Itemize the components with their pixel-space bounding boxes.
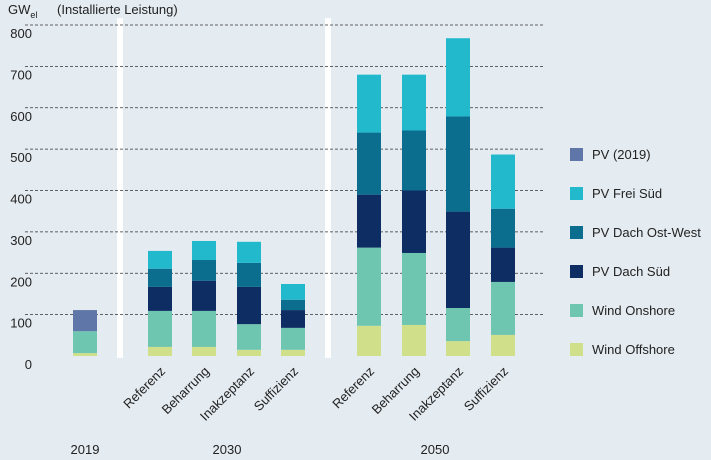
bar-segment [73,353,97,356]
group-label: 2050 [421,442,450,457]
bar-segment [237,349,261,356]
bar-segment [446,341,470,356]
bar-segment [192,260,216,281]
legend-swatch [570,148,583,161]
bar-segment [402,130,426,191]
bar-segment [281,284,305,300]
bar-segment [491,208,515,248]
y-tick-label: 800 [10,26,32,41]
y-unit: GWel [8,2,37,20]
bar-segment [237,262,261,287]
bar-segment [357,132,381,195]
bar-segment [446,308,470,342]
bar-segment [402,324,426,356]
bar-segment [281,349,305,356]
y-tick-label: 600 [10,109,32,124]
y-unit-sub: el [30,10,37,20]
bar-segment [446,211,470,309]
bar-segment [402,190,426,253]
bar-segment [237,286,261,325]
bar-segment [402,74,426,131]
bar-segment [446,38,470,117]
legend-swatch [570,187,583,200]
legend-label: Wind Offshore [592,342,675,357]
bar-segment [491,154,515,209]
bar-segment [357,247,381,326]
y-unit-main: GW [8,2,31,17]
bar-segment [491,247,515,282]
bar-segment [192,346,216,356]
group-label: 2019 [71,442,100,457]
y-tick-label: 500 [10,150,32,165]
legend-swatch [570,265,583,278]
bar-segment [148,346,172,356]
separator [325,18,331,358]
bar-segment [357,325,381,356]
legend-label: PV Dach Ost-West [592,225,701,240]
bar-segment [148,268,172,287]
y-tick-label: 700 [10,67,32,82]
legend-label: Wind Onshore [592,303,675,318]
legend-label: PV Dach Süd [592,264,670,279]
bar-segment [281,327,305,350]
bar-segment [192,310,216,347]
bar-segment [148,250,172,269]
bar-segment [237,241,261,263]
bar-segment [491,334,515,356]
legend-label: PV (2019) [592,147,651,162]
bar-segment [357,74,381,133]
y-tick-label: 0 [25,357,32,372]
bar-segment [192,240,216,261]
bar-segment [446,116,470,212]
y-tick-label: 400 [10,192,32,207]
bar-segment [281,299,305,311]
bar-segment [73,331,97,354]
y-tick-label: 300 [10,233,32,248]
bar-segment [148,310,172,347]
y-tick-label: 200 [10,274,32,289]
y-tick-label: 100 [10,316,32,331]
bar-segment [491,281,515,335]
legend-label: PV Frei Süd [592,186,662,201]
separator [117,18,123,358]
bar-segment [73,310,97,332]
bar-segment [237,324,261,350]
group-label: 2030 [213,442,242,457]
y-axis-label: (Installierte Leistung) [57,2,178,17]
bar-segment [192,280,216,311]
bar-segment [281,310,305,328]
bar-segment [148,286,172,311]
legend-swatch [570,343,583,356]
legend-swatch [570,226,583,239]
bar-segment [357,194,381,248]
bar-segment [402,252,426,325]
legend-swatch [570,304,583,317]
